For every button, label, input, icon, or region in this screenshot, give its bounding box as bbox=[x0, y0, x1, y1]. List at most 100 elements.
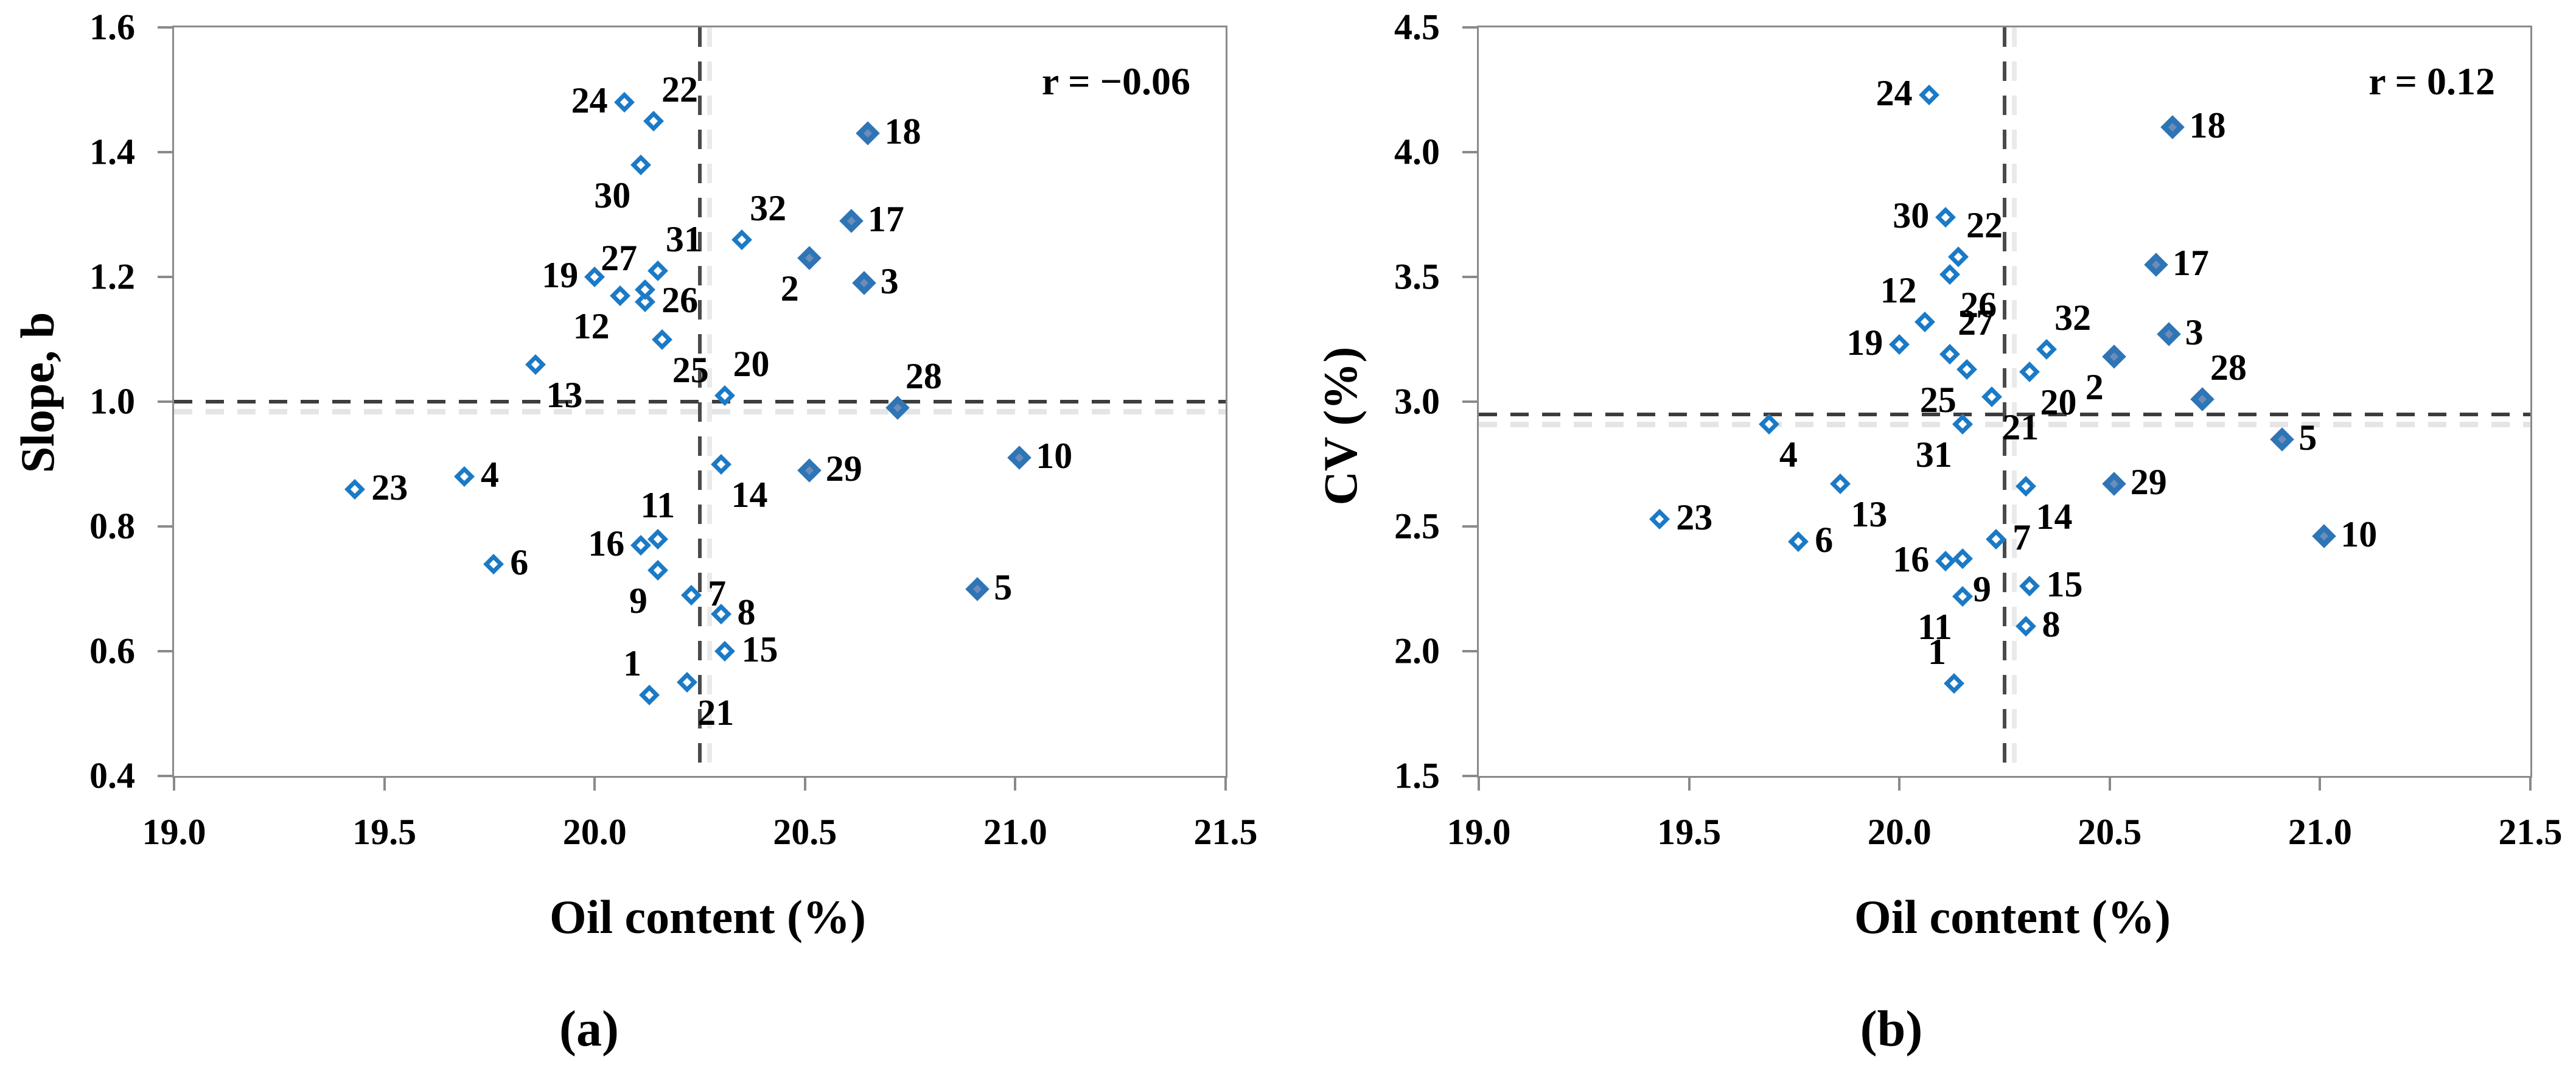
data-point-label: 28 bbox=[2210, 347, 2247, 388]
x-axis-tick-label: 20.0 bbox=[562, 812, 627, 852]
data-point-label: 24 bbox=[571, 80, 608, 121]
data-point-label: 19 bbox=[542, 254, 579, 295]
data-point-label: 5 bbox=[994, 567, 1013, 607]
data-point-label: 26 bbox=[1960, 284, 1997, 325]
y-axis-tick-label: 1.6 bbox=[89, 7, 135, 47]
data-point-label: 16 bbox=[1893, 539, 1930, 580]
reference-line-shadow bbox=[707, 27, 712, 776]
x-axis-tick-label: 21.5 bbox=[1193, 812, 1258, 852]
y-axis-tick-label: 1.2 bbox=[89, 256, 135, 297]
x-axis-tick-label: 19.0 bbox=[142, 812, 206, 852]
data-point-label: 21 bbox=[697, 693, 735, 733]
y-axis-tick-label: 2.5 bbox=[1394, 506, 1440, 547]
data-point-label: 22 bbox=[661, 69, 698, 110]
y-axis-tick-label: 2.0 bbox=[1394, 631, 1440, 671]
data-point-label: 18 bbox=[2189, 105, 2226, 145]
data-point-label: 21 bbox=[2002, 407, 2039, 447]
x-axis-tick-label: 19.5 bbox=[1657, 812, 1722, 852]
data-point-label: 10 bbox=[2340, 514, 2378, 555]
y-axis-tick bbox=[1462, 400, 1477, 403]
data-point-label: 23 bbox=[371, 467, 408, 508]
y-axis-tick bbox=[158, 775, 172, 777]
data-point-label: 11 bbox=[1918, 606, 1952, 647]
data-point-label: 27 bbox=[1958, 302, 1995, 343]
vertical-reference-line bbox=[698, 27, 702, 776]
data-point-label: 28 bbox=[905, 356, 942, 397]
data-point-label: 17 bbox=[867, 198, 904, 239]
data-point-label: 29 bbox=[2130, 462, 2167, 503]
x-axis-tick-label: 19.0 bbox=[1447, 812, 1511, 852]
data-point-label: 13 bbox=[1851, 494, 1888, 535]
y-axis-tick bbox=[158, 400, 172, 403]
x-axis-tick bbox=[1224, 776, 1227, 791]
y-axis-tick bbox=[158, 525, 172, 528]
x-axis-tick-label: 21.0 bbox=[983, 812, 1047, 852]
data-point-label: 4 bbox=[1779, 434, 1798, 475]
x-axis-tick bbox=[2108, 776, 2111, 791]
x-axis-tick bbox=[1014, 776, 1017, 791]
data-point-label: 2 bbox=[780, 268, 799, 309]
data-point-label: 30 bbox=[594, 175, 631, 215]
data-point-label: 8 bbox=[737, 592, 756, 632]
x-axis-tick bbox=[1898, 776, 1901, 791]
data-point-label: 11 bbox=[640, 484, 675, 525]
data-point-label: 14 bbox=[2036, 497, 2073, 537]
data-point-label: 22 bbox=[1966, 205, 2003, 246]
y-axis-title: CV (%) bbox=[1314, 346, 1367, 506]
data-point-label: 4 bbox=[480, 454, 499, 495]
y-axis-tick bbox=[1462, 276, 1477, 278]
plot-area-border bbox=[1477, 26, 2532, 778]
data-point-label: 12 bbox=[573, 306, 610, 346]
y-axis-tick-label: 0.4 bbox=[89, 755, 135, 796]
data-point-label: 3 bbox=[880, 261, 899, 302]
x-axis-tick bbox=[1688, 776, 1691, 791]
data-point-label: 23 bbox=[1676, 497, 1713, 537]
y-axis-tick bbox=[158, 26, 172, 29]
y-axis-tick-label: 0.8 bbox=[89, 506, 135, 547]
x-axis-tick-label: 21.0 bbox=[2288, 812, 2352, 852]
data-point-label: 25 bbox=[672, 349, 709, 390]
data-point-label: 31 bbox=[665, 218, 702, 259]
data-point-label: 7 bbox=[2012, 517, 2031, 557]
data-point-label: 19 bbox=[1846, 322, 1883, 363]
x-axis-tick bbox=[1478, 776, 1480, 791]
y-axis-tick bbox=[1462, 26, 1477, 29]
data-point-label: 20 bbox=[2040, 382, 2077, 422]
data-point-label: 9 bbox=[629, 580, 647, 621]
y-axis-tick bbox=[158, 650, 172, 652]
data-point-label: 30 bbox=[1893, 195, 1930, 236]
data-point-label: 5 bbox=[2299, 417, 2317, 458]
data-point-label: 20 bbox=[733, 343, 770, 384]
data-point-label: 15 bbox=[2046, 564, 2083, 605]
x-axis-tick-label: 20.0 bbox=[1867, 812, 1932, 852]
data-point-label: 17 bbox=[2172, 242, 2209, 283]
y-axis-tick bbox=[158, 151, 172, 153]
data-point-label: 8 bbox=[2042, 604, 2061, 645]
x-axis-title: Oil content (%) bbox=[550, 890, 866, 943]
x-axis-tick-label: 21.5 bbox=[2498, 812, 2563, 852]
panel-label: (a) bbox=[559, 1001, 619, 1057]
data-point-label: 27 bbox=[601, 237, 638, 278]
vertical-reference-line bbox=[2003, 27, 2006, 776]
panel-label: (b) bbox=[1860, 1001, 1923, 1057]
data-point-label: 24 bbox=[1876, 72, 1913, 113]
y-axis-tick-label: 3.5 bbox=[1394, 256, 1440, 297]
y-axis-tick-label: 3.0 bbox=[1394, 381, 1440, 422]
data-point-label: 13 bbox=[546, 374, 583, 415]
y-axis-tick bbox=[1462, 525, 1477, 528]
y-axis-tick-label: 4.0 bbox=[1394, 131, 1440, 172]
y-axis-tick-label: 0.6 bbox=[89, 631, 135, 671]
data-point-label: 12 bbox=[1880, 270, 1917, 310]
data-point-label: 25 bbox=[1919, 379, 1956, 420]
data-point-label: 16 bbox=[588, 523, 625, 564]
x-axis-tick-label: 20.5 bbox=[2078, 812, 2142, 852]
x-axis-tick bbox=[383, 776, 386, 791]
data-point-label: 6 bbox=[510, 542, 529, 582]
data-point-label: 10 bbox=[1036, 436, 1073, 477]
x-axis-tick bbox=[593, 776, 596, 791]
data-point-label: 29 bbox=[825, 448, 862, 489]
data-point-label: 31 bbox=[1915, 434, 1952, 475]
x-axis-tick bbox=[2319, 776, 2322, 791]
